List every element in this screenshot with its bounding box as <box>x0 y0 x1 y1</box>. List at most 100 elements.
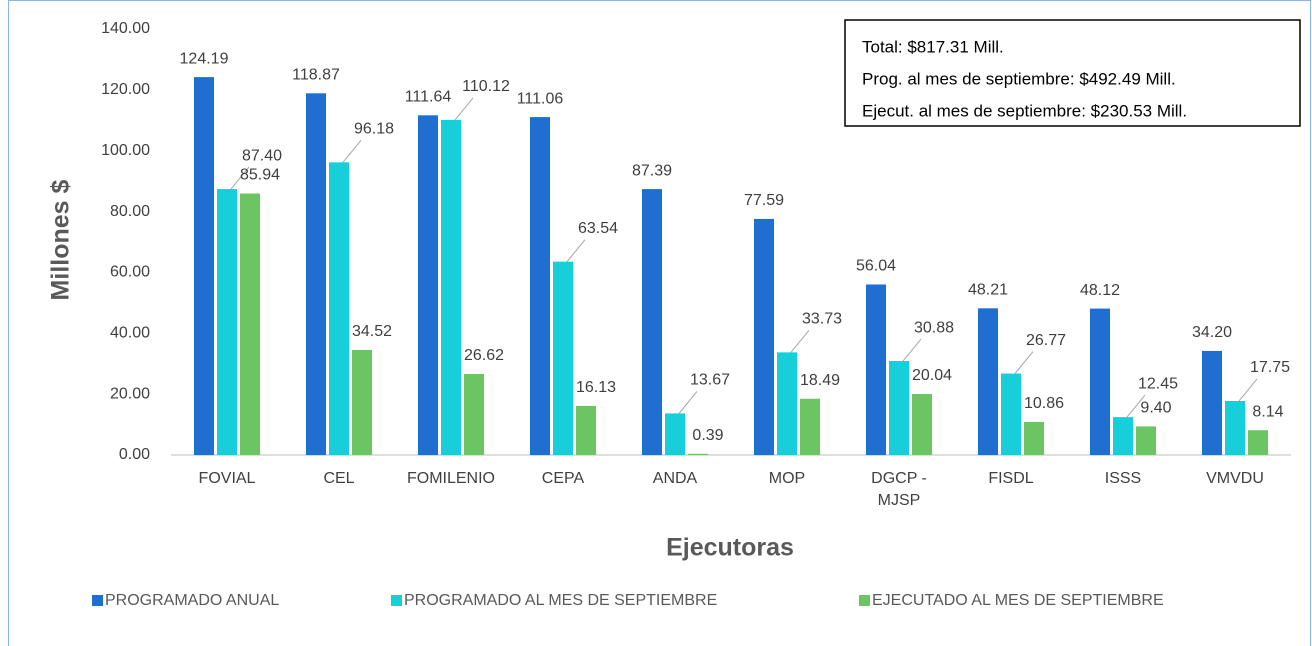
bar <box>800 398 820 455</box>
bar <box>1248 430 1268 455</box>
bar <box>777 352 797 455</box>
data-label: 63.54 <box>578 220 618 237</box>
bar <box>194 77 214 455</box>
y-tick-label: 80.00 <box>110 203 150 220</box>
data-label: 87.40 <box>242 147 282 164</box>
bar <box>530 117 550 455</box>
bar <box>1024 421 1044 455</box>
data-label: 13.67 <box>690 372 730 389</box>
bar <box>418 115 438 456</box>
x-tick-label: ANDA <box>652 470 698 487</box>
chart-frame <box>8 0 1311 646</box>
data-label: 10.86 <box>1024 395 1064 412</box>
annotation: Prog. al mes de septiembre: $492.49 Mill… <box>862 69 1176 88</box>
legend-label: PROGRAMADO AL MES DE SEPTIEMBRE <box>404 592 717 609</box>
data-label: 20.04 <box>912 367 952 384</box>
y-tick-label: 20.00 <box>110 385 150 402</box>
legend-label: EJECUTADO AL MES DE SEPTIEMBRE <box>872 592 1164 609</box>
data-label: 33.73 <box>802 311 842 328</box>
x-tick-label: CEPA <box>541 470 585 487</box>
legend-swatch <box>92 595 103 606</box>
leader-line <box>902 338 922 362</box>
leader-line <box>566 239 586 262</box>
bar <box>217 189 237 455</box>
data-label: 34.52 <box>352 323 392 340</box>
leader-line <box>1238 378 1258 402</box>
bar <box>1001 373 1021 455</box>
bar <box>912 394 932 455</box>
x-axis-title: Ejecutoras <box>666 534 794 562</box>
bar <box>1090 308 1110 455</box>
bar <box>1113 417 1133 455</box>
data-label: 111.64 <box>405 89 452 106</box>
bar <box>553 261 573 455</box>
bar <box>441 119 461 456</box>
bar <box>889 361 909 455</box>
bar <box>754 218 774 455</box>
legend-swatch <box>391 595 402 606</box>
bar <box>576 405 596 455</box>
x-tick-label: MOP <box>768 470 806 487</box>
data-label: 30.88 <box>914 319 954 336</box>
y-axis-title: Millones $ <box>47 179 75 300</box>
bar <box>978 308 998 455</box>
leader-line <box>454 97 474 121</box>
leader-line <box>1126 394 1146 418</box>
bar <box>1202 350 1222 455</box>
data-label: 48.12 <box>1080 282 1120 299</box>
bar <box>306 93 326 456</box>
bar <box>866 284 886 455</box>
x-tick-label: ISSS <box>1104 470 1142 487</box>
data-label: 118.87 <box>292 67 340 84</box>
bar <box>464 373 484 455</box>
bar <box>329 162 349 455</box>
bar <box>1136 426 1156 455</box>
data-label: 8.14 <box>1252 403 1283 420</box>
bar <box>352 349 372 455</box>
leader-line <box>230 166 250 190</box>
data-label: 85.94 <box>240 167 280 184</box>
data-label: 26.77 <box>1026 332 1066 349</box>
bar <box>642 189 662 455</box>
data-label: 110.12 <box>462 78 510 95</box>
data-label: 17.75 <box>1250 359 1290 376</box>
x-tick-label: FOMILENIO <box>406 470 495 487</box>
x-tick-label: FOVIAL <box>198 470 256 487</box>
data-label: 48.21 <box>968 282 1008 299</box>
x-tick-label: FISDL <box>988 470 1034 487</box>
data-label: 26.62 <box>464 347 504 364</box>
annotation: Ejecut. al mes de septiembre: $230.53 Mi… <box>862 101 1187 120</box>
y-tick-label: 120.00 <box>101 81 150 98</box>
data-label: 111.06 <box>517 90 564 107</box>
data-label: 77.59 <box>744 192 784 209</box>
data-label: 0.39 <box>692 427 723 444</box>
data-label: 96.18 <box>354 121 394 138</box>
legend-swatch <box>859 595 870 606</box>
bar <box>240 193 260 455</box>
bar <box>1225 400 1245 455</box>
bar <box>665 413 685 455</box>
data-label: 124.19 <box>180 50 229 67</box>
x-tick-label: DGCP - MJSP <box>871 470 927 509</box>
data-label: 18.49 <box>800 372 840 389</box>
data-label: 87.39 <box>632 162 672 179</box>
y-tick-label: 100.00 <box>101 142 150 159</box>
data-label: 16.13 <box>576 379 616 396</box>
leader-line <box>342 140 362 163</box>
y-tick-label: 140.00 <box>101 20 150 37</box>
bar <box>688 453 708 455</box>
leader-line <box>678 391 698 414</box>
data-label: 56.04 <box>856 258 896 275</box>
data-label: 34.20 <box>1192 324 1232 341</box>
x-tick-label: VMVDU <box>1206 470 1264 487</box>
data-label: 9.40 <box>1140 400 1171 417</box>
annotation: Total: $817.31 Mill. <box>862 37 1004 56</box>
leader-line <box>1014 351 1034 374</box>
data-label: 12.45 <box>1138 375 1178 392</box>
y-tick-label: 0.00 <box>119 446 150 463</box>
annotation-box <box>844 19 1301 127</box>
y-tick-label: 40.00 <box>110 325 150 342</box>
y-tick-label: 60.00 <box>110 264 150 281</box>
